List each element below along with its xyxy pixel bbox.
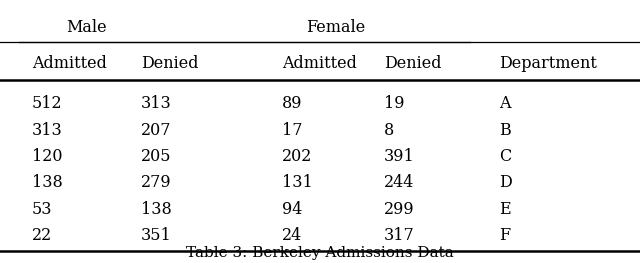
Text: Admitted: Admitted — [32, 55, 107, 72]
Text: Table 3: Berkeley Admissions Data: Table 3: Berkeley Admissions Data — [186, 246, 454, 260]
Text: 17: 17 — [282, 122, 302, 139]
Text: 313: 313 — [32, 122, 63, 139]
Text: 24: 24 — [282, 227, 302, 244]
Text: Denied: Denied — [141, 55, 198, 72]
Text: 244: 244 — [384, 174, 414, 191]
Text: 317: 317 — [384, 227, 415, 244]
Text: F: F — [499, 227, 510, 244]
Text: Female: Female — [307, 19, 365, 36]
Text: 512: 512 — [32, 95, 63, 112]
Text: 391: 391 — [384, 148, 415, 165]
Text: 53: 53 — [32, 201, 52, 218]
Text: 120: 120 — [32, 148, 63, 165]
Text: Admitted: Admitted — [282, 55, 356, 72]
Text: B: B — [499, 122, 511, 139]
Text: E: E — [499, 201, 511, 218]
Text: Denied: Denied — [384, 55, 442, 72]
Text: 19: 19 — [384, 95, 404, 112]
Text: 89: 89 — [282, 95, 302, 112]
Text: 299: 299 — [384, 201, 415, 218]
Text: Male: Male — [66, 19, 107, 36]
Text: A: A — [499, 95, 511, 112]
Text: C: C — [499, 148, 511, 165]
Text: 138: 138 — [141, 201, 172, 218]
Text: 279: 279 — [141, 174, 172, 191]
Text: 131: 131 — [282, 174, 312, 191]
Text: Department: Department — [499, 55, 597, 72]
Text: 22: 22 — [32, 227, 52, 244]
Text: 205: 205 — [141, 148, 172, 165]
Text: D: D — [499, 174, 512, 191]
Text: 94: 94 — [282, 201, 302, 218]
Text: 313: 313 — [141, 95, 172, 112]
Text: 351: 351 — [141, 227, 172, 244]
Text: 138: 138 — [32, 174, 63, 191]
Text: 8: 8 — [384, 122, 394, 139]
Text: 202: 202 — [282, 148, 312, 165]
Text: 207: 207 — [141, 122, 172, 139]
